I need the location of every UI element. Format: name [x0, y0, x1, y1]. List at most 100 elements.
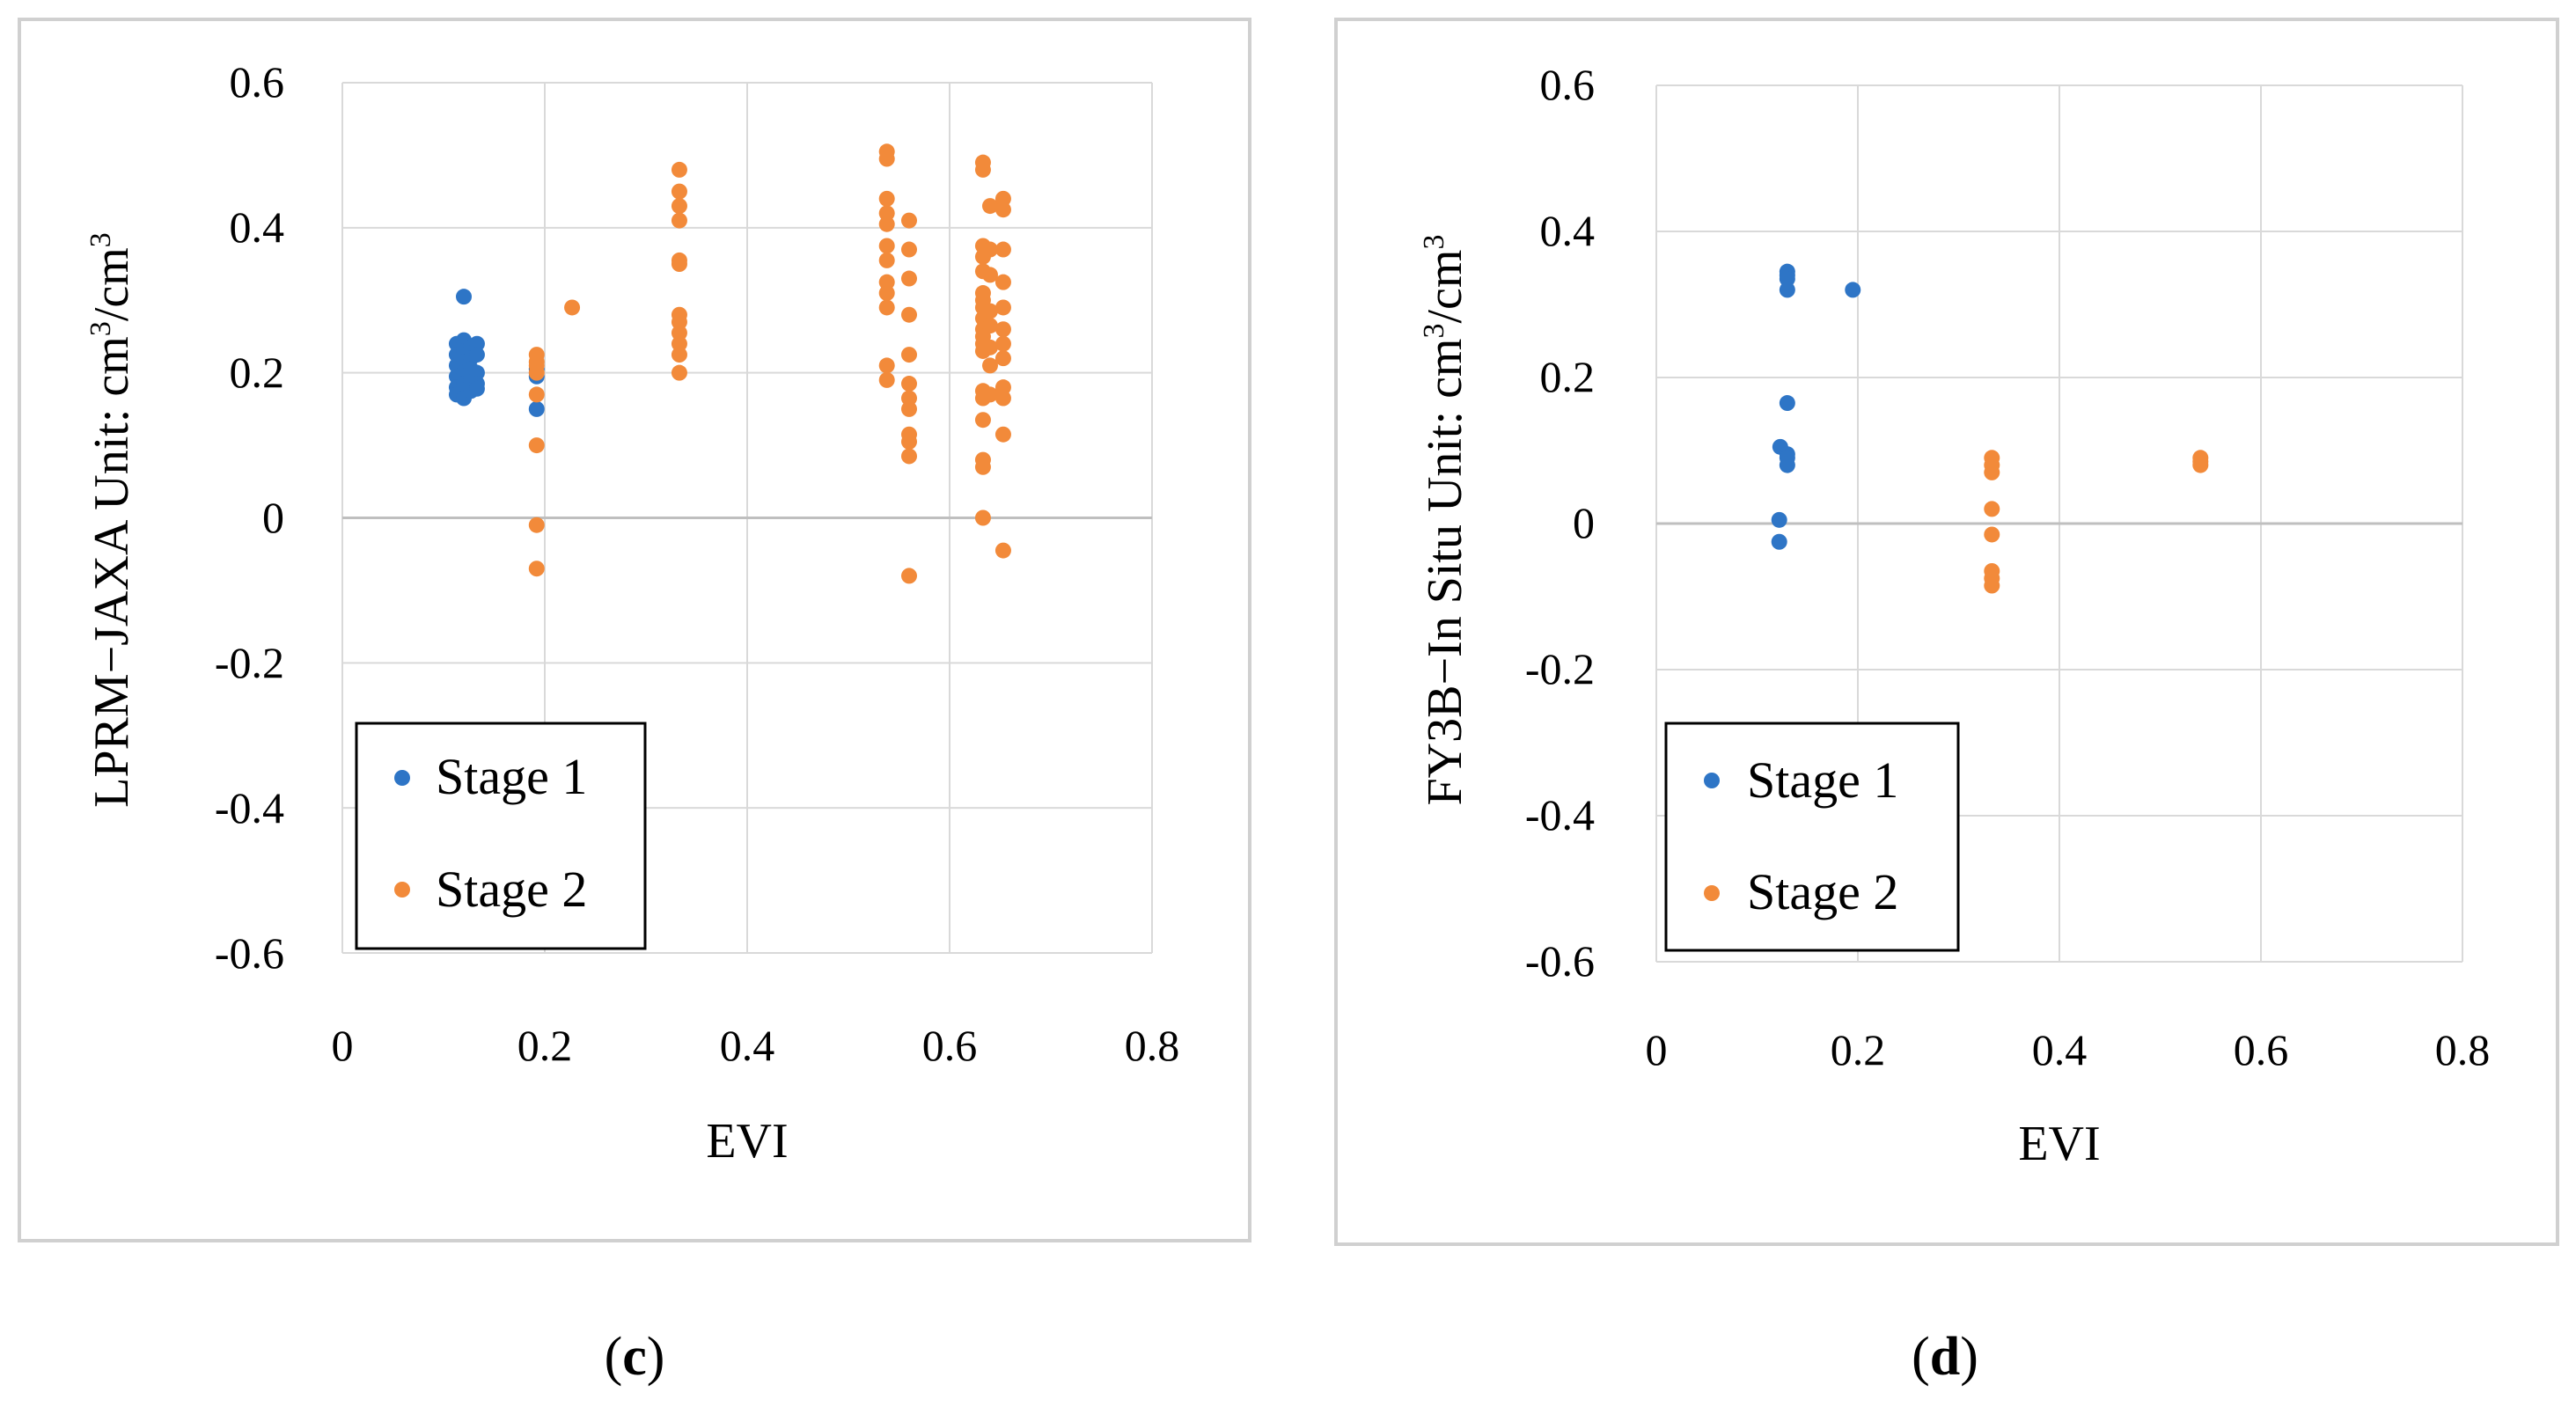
- data-point-stage-1: [1845, 282, 1861, 298]
- data-point-stage-2: [878, 371, 895, 388]
- y-tick-label: 0.6: [1540, 60, 1596, 109]
- y-tick-label: -0.6: [1525, 936, 1595, 986]
- data-point-stage-2: [528, 561, 545, 577]
- data-point-stage-2: [1984, 526, 2000, 543]
- data-point-stage-2: [878, 190, 895, 207]
- chart-frame-c: [18, 18, 1251, 1242]
- data-point-stage-2: [671, 347, 687, 363]
- data-point-stage-2: [982, 198, 998, 215]
- data-point-stage-2: [671, 198, 687, 215]
- x-axis-label-c: EVI: [706, 1114, 788, 1169]
- legend-label-stage-2: Stage 2: [436, 861, 587, 918]
- data-point-stage-2: [901, 212, 917, 229]
- data-point-stage-2: [901, 241, 917, 258]
- data-point-stage-2: [994, 390, 1011, 407]
- legend-label-stage-1: Stage 1: [436, 748, 587, 805]
- data-point-stage-1: [468, 347, 485, 363]
- data-point-stage-2: [878, 238, 895, 254]
- data-point-stage-2: [901, 347, 917, 363]
- legend-box: [355, 722, 647, 950]
- y-axis-label-sup: 3: [1418, 235, 1450, 250]
- y-axis-label-sup: 3: [84, 232, 117, 247]
- data-point-stage-2: [982, 241, 998, 258]
- y-tick-label: -0.2: [1525, 644, 1595, 693]
- data-point-stage-2: [528, 364, 545, 381]
- data-point-stage-2: [974, 161, 991, 178]
- data-point-stage-2: [982, 267, 998, 283]
- data-point-stage-2: [528, 437, 545, 454]
- x-tick-label: 0.4: [2032, 1025, 2088, 1074]
- y-tick-label: 0.4: [1540, 206, 1596, 255]
- data-point-stage-2: [974, 509, 991, 526]
- data-point-stage-2: [994, 335, 1011, 352]
- data-point-stage-2: [994, 321, 1011, 338]
- data-point-stage-2: [982, 318, 998, 334]
- data-point-stage-1: [1771, 533, 1787, 550]
- data-point-stage-1: [528, 400, 545, 417]
- data-point-stage-1: [1779, 282, 1795, 298]
- panel-caption-d: (d): [1912, 1327, 1978, 1387]
- x-tick-label: 0.6: [922, 1021, 978, 1070]
- y-axis-label-sup: 3: [1418, 324, 1450, 339]
- data-point-stage-2: [901, 448, 917, 465]
- y-tick-labels-c: 0.6 0.4 0.2 0 -0.2 -0.4 -0.6: [215, 57, 284, 978]
- points-c: [448, 143, 1011, 584]
- y-axis-label-prefix: LPRM−JAXA: [84, 519, 139, 808]
- x-tick-label: 0.6: [2234, 1025, 2289, 1074]
- data-point-stage-2: [901, 568, 917, 584]
- legend-marker-stage-2: [1704, 885, 1720, 901]
- points-d: [1771, 263, 2209, 594]
- legend-marker-stage-1: [1704, 773, 1720, 788]
- data-point-stage-2: [671, 212, 687, 229]
- x-tick-labels-c: 0 0.2 0.4 0.6 0.8: [332, 1021, 1180, 1070]
- data-point-stage-2: [974, 412, 991, 429]
- x-tick-label: 0.4: [720, 1021, 775, 1070]
- data-point-stage-1: [1779, 270, 1795, 287]
- data-point-stage-2: [901, 390, 917, 407]
- data-point-stage-1: [1771, 511, 1787, 528]
- data-point-stage-1: [468, 380, 485, 397]
- y-axis-label-sup: 3: [84, 321, 117, 336]
- data-point-stage-2: [994, 542, 1011, 559]
- data-point-stage-2: [878, 299, 895, 316]
- y-tick-label: 0: [1573, 498, 1595, 547]
- data-point-stage-2: [878, 216, 895, 232]
- gridlines-d: [1655, 84, 2463, 963]
- data-point-stage-2: [671, 256, 687, 273]
- data-point-stage-2: [994, 379, 1011, 396]
- data-point-stage-1: [1779, 457, 1795, 473]
- data-point-stage-2: [994, 350, 1011, 367]
- y-axis-label-unit: /cm: [84, 247, 139, 321]
- data-point-stage-2: [671, 335, 687, 352]
- data-point-stage-2: [994, 190, 1011, 207]
- data-point-stage-2: [901, 400, 917, 417]
- gridlines-c: [341, 82, 1153, 954]
- y-tick-label: 0.4: [230, 202, 285, 252]
- data-point-stage-2: [994, 202, 1011, 218]
- data-point-stage-2: [974, 458, 991, 475]
- x-tick-label: 0.8: [2435, 1025, 2491, 1074]
- y-axis-label-unit: /cm: [1418, 250, 1472, 324]
- data-point-stage-2: [982, 357, 998, 374]
- y-axis-label-unit: Unit: cm: [84, 336, 139, 510]
- y-axis-label-c: LPRM−JAXA Unit: cm3/cm3: [84, 232, 139, 808]
- legend-label-stage-1: Stage 1: [1747, 751, 1898, 809]
- data-point-stage-2: [994, 274, 1011, 290]
- y-tick-labels-d: 0.6 0.4 0.2 0 -0.2 -0.4 -0.6: [1525, 60, 1595, 986]
- x-tick-label: 0: [1646, 1025, 1668, 1074]
- data-point-stage-2: [901, 270, 917, 287]
- data-point-stage-2: [528, 386, 545, 403]
- x-axis-label-d: EVI: [2018, 1117, 2100, 1171]
- data-point-stage-2: [901, 306, 917, 323]
- data-point-stage-2: [982, 339, 998, 355]
- data-point-stage-2: [994, 426, 1011, 443]
- data-point-stage-2: [528, 517, 545, 533]
- data-point-stage-2: [671, 325, 687, 341]
- legend-c: Stage 1 Stage 2: [355, 722, 647, 950]
- y-tick-label: 0.6: [230, 57, 285, 106]
- x-tick-label: 0.8: [1125, 1021, 1180, 1070]
- data-point-stage-1: [468, 364, 485, 381]
- data-point-stage-2: [878, 357, 895, 374]
- data-point-stage-2: [671, 364, 687, 381]
